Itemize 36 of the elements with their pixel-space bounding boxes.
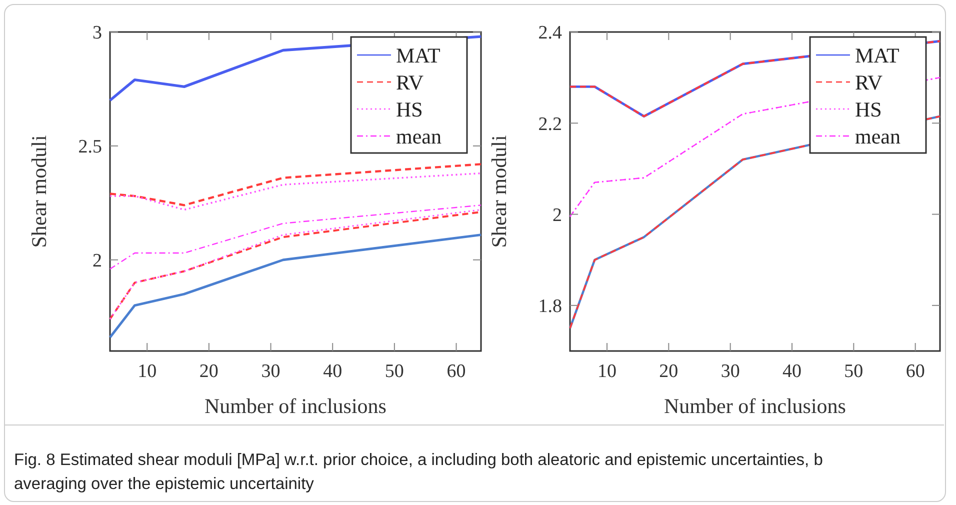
x-tick-label: 60 bbox=[906, 361, 925, 382]
legend-label: RV bbox=[396, 70, 424, 94]
line-series bbox=[109, 204, 482, 270]
y-tick-label: 2.4 bbox=[538, 22, 562, 44]
x-tick-label: 10 bbox=[598, 361, 616, 382]
y-tick-label: 1.8 bbox=[538, 296, 562, 318]
x-tick-label: 50 bbox=[384, 361, 404, 382]
line-series bbox=[109, 172, 482, 211]
caption: Fig. 8 Estimated shear moduli [MPa] w.r.t. prior choice, a including both aleatoric and epistemic uncertainties, b averaging over the epistemic uncertainity bbox=[14, 450, 824, 495]
legend-label: HS bbox=[855, 97, 882, 122]
y-tick-label: 3 bbox=[92, 22, 102, 44]
x-tick-label: 60 bbox=[446, 361, 466, 382]
y-tick-label: 2 bbox=[92, 250, 102, 272]
x-tick-label: 50 bbox=[844, 361, 864, 382]
y-tick-label: 2.2 bbox=[538, 114, 562, 135]
legend-label: HS bbox=[396, 97, 423, 122]
x-tick-label: 20 bbox=[659, 361, 678, 382]
line-series bbox=[108, 163, 482, 206]
x-axis-title: Number of inclusions bbox=[664, 394, 846, 418]
y-axis-title: Shear moduli bbox=[27, 135, 51, 248]
x-tick-label: 40 bbox=[323, 361, 342, 382]
x-tick-label: 20 bbox=[199, 361, 218, 382]
legend-label: mean bbox=[855, 124, 901, 148]
x-tick-label: 10 bbox=[138, 361, 157, 382]
legend-label: MAT bbox=[396, 43, 441, 68]
legend-label: MAT bbox=[855, 43, 900, 68]
x-tick-label: 30 bbox=[261, 361, 280, 382]
x-tick-label: 40 bbox=[782, 361, 802, 382]
legend-label: mean bbox=[396, 124, 442, 148]
line-series bbox=[108, 234, 482, 339]
y-tick-label: 2 bbox=[552, 204, 562, 226]
x-axis-title: Number of inclusions bbox=[204, 394, 386, 418]
y-tick-label: 2.5 bbox=[78, 136, 102, 158]
y-axis-title: Shear moduli bbox=[487, 135, 511, 248]
x-tick-label: 30 bbox=[720, 361, 740, 382]
legend-label: RV bbox=[855, 70, 882, 94]
